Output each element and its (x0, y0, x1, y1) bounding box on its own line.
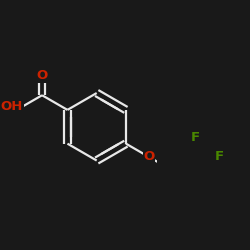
Text: F: F (215, 150, 224, 164)
Text: F: F (190, 131, 200, 144)
Text: O: O (144, 150, 155, 164)
Text: OH: OH (0, 100, 23, 113)
Text: O: O (36, 69, 48, 82)
